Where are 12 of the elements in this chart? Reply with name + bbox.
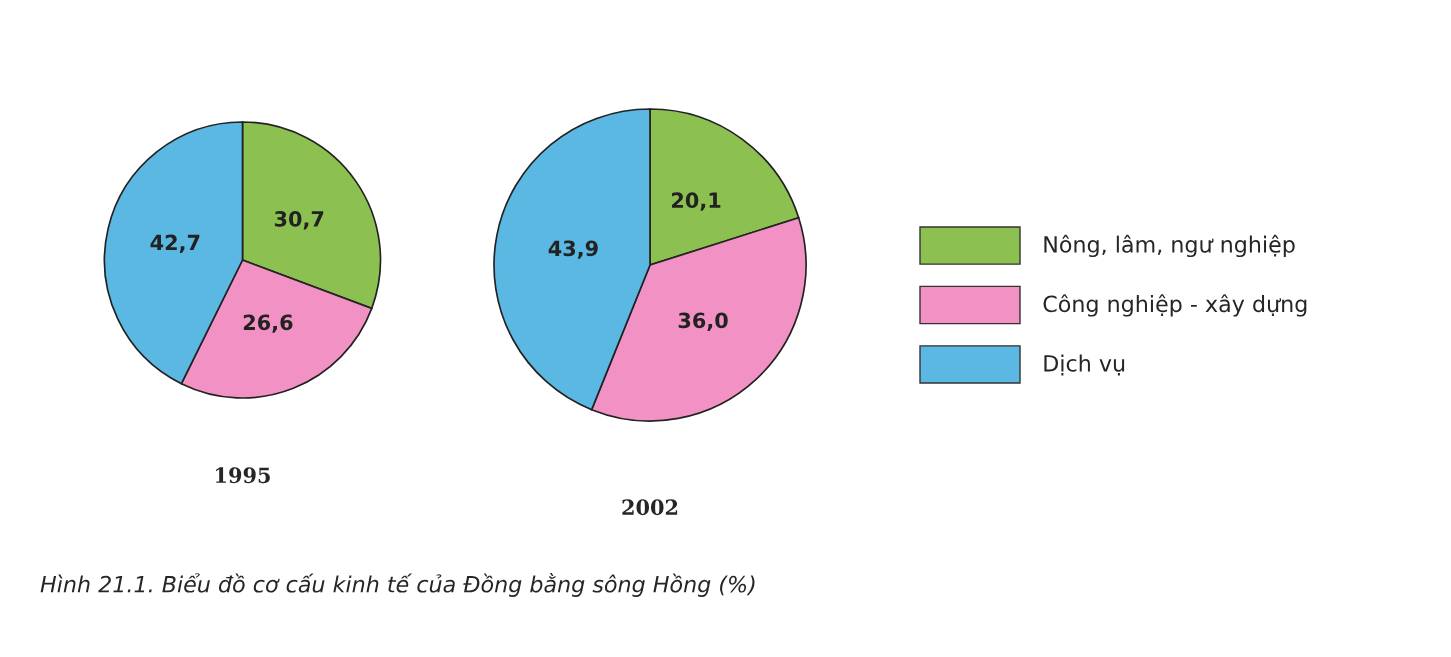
data-label: 36,0 [678, 312, 728, 331]
data-label: 20,1 [671, 192, 721, 211]
legend-label: Dịch vụ [1044, 354, 1125, 376]
legend-label: Nông, lâm, ngư nghiệp [1044, 234, 1295, 258]
data-label: 30,7 [274, 210, 324, 230]
legend-label: Công nghiệp - xây dựng [1043, 294, 1307, 317]
data-label: 26,6 [243, 314, 293, 333]
text: 1995 [216, 467, 270, 484]
data-label: 43,9 [548, 240, 598, 259]
text: Hình 21.1. Biểu đồ cơ cấu kinh tế của Đồng bằng sông Hồng (%) [40, 573, 755, 597]
data-label: 42,7 [150, 234, 200, 254]
text: 2002 [622, 499, 678, 516]
